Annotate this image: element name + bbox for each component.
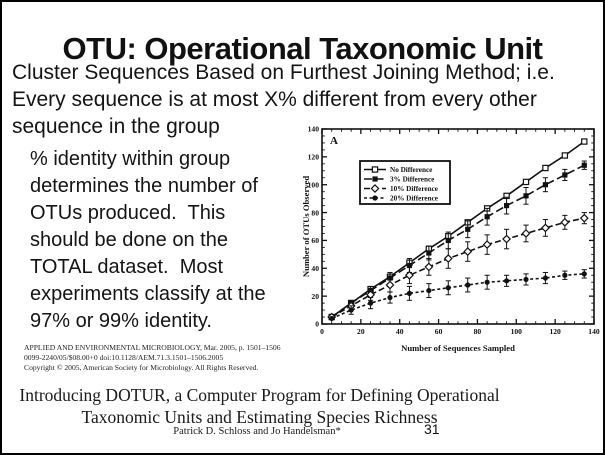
svg-text:Number of OTUs Observed: Number of OTUs Observed (302, 176, 311, 278)
citation-line-1: APPLIED AND ENVIRONMENTAL MICROBIOLOGY, … (24, 343, 281, 352)
svg-text:No Difference: No Difference (390, 166, 432, 174)
slide-title: OTU: Operational Taxonomic Unit (62, 30, 543, 66)
svg-text:0: 0 (320, 327, 324, 336)
citation-line-3: Copyright © 2005, American Society for M… (24, 363, 259, 372)
svg-text:Number of Sequences Sampled: Number of Sequences Sampled (401, 343, 515, 353)
subtitle-line-1: Cluster Sequences Based on Furthest Join… (12, 61, 555, 84)
svg-text:20: 20 (311, 292, 319, 301)
svg-text:100: 100 (308, 180, 320, 189)
svg-text:0: 0 (315, 320, 319, 329)
svg-text:A: A (330, 135, 338, 147)
svg-text:80: 80 (474, 327, 482, 336)
body-line-5: TOTAL dataset. Most (30, 256, 224, 278)
body-line-6: experiments classify at the (30, 283, 266, 305)
svg-text:140: 140 (308, 125, 320, 134)
body-line-7: 97% or 99% identity. (30, 310, 212, 332)
svg-text:40: 40 (396, 327, 404, 336)
paper-title-line-1: Introducing DOTUR, a Computer Program fo… (19, 385, 500, 405)
citation-line-2: 0099-2240/05/$08.00+0 doi:10.1128/AEM.71… (24, 353, 224, 362)
body-paragraph: % identity within group determines the n… (30, 146, 266, 335)
svg-text:20% Difference: 20% Difference (390, 195, 438, 203)
journal-citation: APPLIED AND ENVIRONMENTAL MICROBIOLOGY, … (24, 343, 281, 373)
slide-page-number: 31 (424, 421, 440, 437)
svg-text:3% Difference: 3% Difference (390, 176, 434, 184)
otu-accumulation-chart-canvas: 00 20 20 40 40 60 60 80 80 100 100 120 120 140 140 A Num… (301, 125, 600, 353)
svg-text:20: 20 (357, 327, 365, 336)
svg-text:140: 140 (588, 327, 600, 336)
subtitle-line-2: Every sequence is at most X% different f… (12, 88, 537, 111)
svg-text:60: 60 (435, 327, 443, 336)
svg-text:40: 40 (311, 264, 319, 273)
body-line-4: should be done on the (30, 229, 228, 251)
body-line-3: OTUs produced. This (30, 202, 226, 224)
paper-authors: Patrick D. Schloss and Jo Handelsman* (173, 426, 341, 437)
otu-accumulation-chart: 0 0 20 20 40 40 60 60 80 80 100 100 120 120 140 140 A Num… (301, 115, 602, 365)
svg-text:60: 60 (311, 236, 319, 245)
slide-subtitle: Cluster Sequences Based on Furthest Join… (12, 59, 555, 140)
body-line-2: determines the number of (30, 175, 258, 197)
paper-title: Introducing DOTUR, a Computer Program fo… (2, 384, 517, 428)
svg-text:120: 120 (549, 327, 561, 336)
svg-text:10% Difference: 10% Difference (390, 185, 438, 193)
svg-text:80: 80 (311, 208, 319, 217)
paper-title-line-2: Taxonomic Units and Estimating Species R… (81, 407, 438, 427)
svg-text:100: 100 (511, 327, 523, 336)
body-line-1: % identity within group (30, 148, 231, 170)
svg-text:120: 120 (308, 153, 320, 162)
subtitle-line-3: sequence in the group (12, 115, 220, 138)
